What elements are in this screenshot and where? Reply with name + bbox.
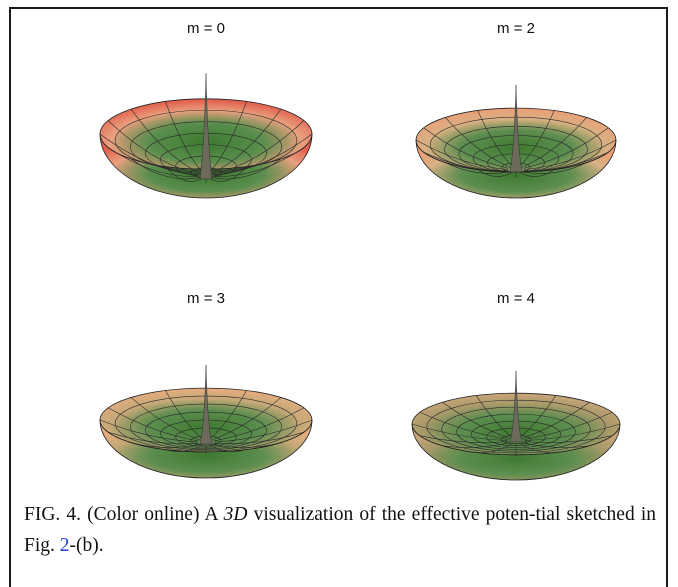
panel-m0: m = 0 [56, 14, 356, 244]
potential-surface-m3 [99, 364, 313, 479]
panel-m4: m = 4 [366, 284, 666, 514]
potential-spike [509, 370, 523, 443]
potential-surface-m2 [415, 84, 617, 199]
caption-middle: visualization of the effective poten-tia… [24, 504, 656, 556]
potential-surface-m4 [411, 370, 621, 481]
figure-caption: FIG. 4. (Color online) A 3D visualizatio… [24, 499, 656, 561]
panel-m2: m = 2 [366, 14, 666, 244]
figure-reference-link[interactable]: 2 [59, 535, 70, 556]
potential-spike [199, 73, 213, 180]
panel-label: m = 0 [187, 20, 225, 37]
panel-label: m = 2 [497, 20, 535, 37]
figure-frame: m = 0 m = 2 m = 3 m = 4 FIG. 4. (Color o… [9, 7, 668, 587]
panel-label: m = 4 [497, 290, 535, 307]
caption-suffix: -(b). [69, 535, 104, 556]
potential-spike [199, 364, 213, 445]
potential-spike [509, 84, 523, 173]
potential-surface-m0 [99, 73, 313, 199]
caption-math: 3D [223, 504, 248, 525]
panel-label: m = 3 [187, 290, 225, 307]
caption-prefix: FIG. 4. (Color online) A [24, 504, 224, 525]
panel-m3: m = 3 [56, 284, 356, 514]
